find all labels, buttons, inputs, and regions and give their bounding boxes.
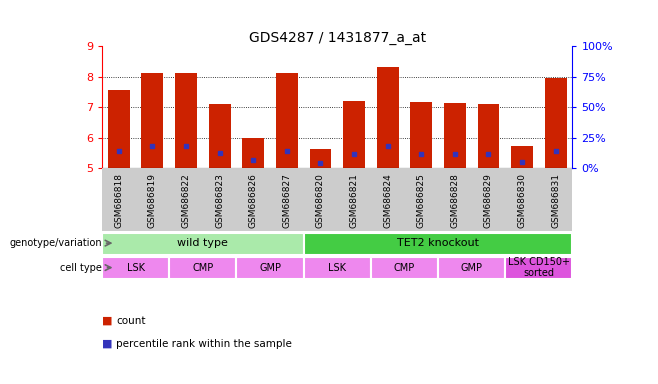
- Text: LSK: LSK: [328, 263, 346, 273]
- Text: GSM686822: GSM686822: [182, 174, 191, 228]
- Text: GSM686827: GSM686827: [282, 174, 291, 228]
- Text: count: count: [116, 316, 146, 326]
- Bar: [511, 146, 533, 169]
- Text: GMP: GMP: [461, 263, 483, 273]
- Bar: [276, 73, 297, 169]
- Text: ■: ■: [102, 339, 113, 349]
- Bar: [236, 257, 303, 279]
- Bar: [102, 257, 169, 279]
- Text: CMP: CMP: [393, 263, 415, 273]
- Text: TET2 knockout: TET2 knockout: [397, 238, 479, 248]
- Bar: [242, 139, 264, 169]
- Text: genotype/variation: genotype/variation: [10, 238, 103, 248]
- Bar: [505, 257, 572, 279]
- Text: GSM686820: GSM686820: [316, 174, 325, 228]
- Bar: [169, 257, 236, 279]
- Bar: [303, 257, 371, 279]
- Text: GSM686825: GSM686825: [417, 174, 426, 228]
- Text: LSK CD150+
sorted: LSK CD150+ sorted: [508, 257, 570, 278]
- Bar: [411, 102, 432, 169]
- Bar: [108, 91, 130, 169]
- Bar: [175, 73, 197, 169]
- Text: percentile rank within the sample: percentile rank within the sample: [116, 339, 292, 349]
- Text: GSM686830: GSM686830: [518, 174, 526, 228]
- Bar: [444, 103, 466, 169]
- Text: GSM686821: GSM686821: [349, 174, 359, 228]
- Text: cell type: cell type: [61, 263, 103, 273]
- Text: GSM686824: GSM686824: [383, 174, 392, 228]
- Text: GSM686829: GSM686829: [484, 174, 493, 228]
- Bar: [309, 149, 332, 169]
- Text: GSM686828: GSM686828: [450, 174, 459, 228]
- Bar: [343, 101, 365, 169]
- Bar: [478, 104, 499, 169]
- Bar: [371, 257, 438, 279]
- Bar: [545, 78, 567, 169]
- Bar: [377, 66, 399, 169]
- Bar: [141, 73, 163, 169]
- Text: GSM686826: GSM686826: [249, 174, 258, 228]
- Bar: [303, 233, 572, 255]
- Bar: [209, 104, 230, 169]
- Text: GSM686818: GSM686818: [114, 174, 123, 228]
- Title: GDS4287 / 1431877_a_at: GDS4287 / 1431877_a_at: [249, 31, 426, 45]
- Bar: [102, 233, 303, 255]
- Text: GSM686823: GSM686823: [215, 174, 224, 228]
- Text: ■: ■: [102, 316, 113, 326]
- Text: LSK: LSK: [126, 263, 145, 273]
- Text: GMP: GMP: [259, 263, 281, 273]
- Bar: [438, 257, 505, 279]
- Text: GSM686819: GSM686819: [148, 174, 157, 228]
- Text: CMP: CMP: [192, 263, 213, 273]
- Text: wild type: wild type: [178, 238, 228, 248]
- Text: GSM686831: GSM686831: [551, 174, 560, 228]
